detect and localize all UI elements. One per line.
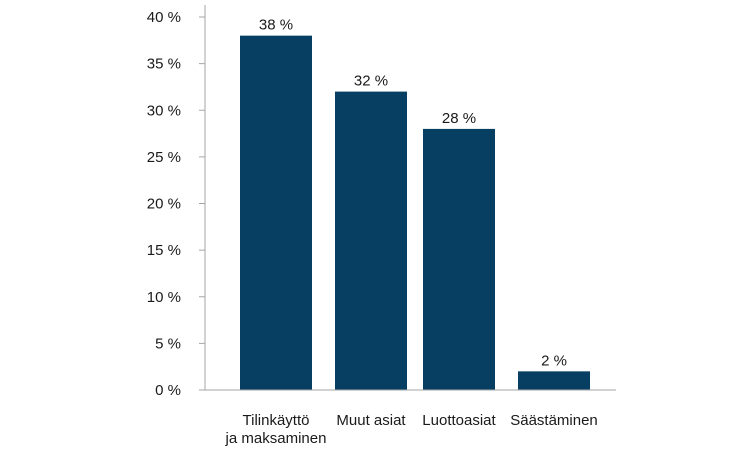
y-tick-label: 20 % xyxy=(147,196,181,213)
bar xyxy=(423,128,495,390)
y-tick-label: 0 % xyxy=(155,382,181,399)
y-tick-label: 35 % xyxy=(147,56,181,73)
data-label: 2 % xyxy=(541,352,567,369)
category-label: Muut asiat xyxy=(336,412,406,429)
y-tick-label: 30 % xyxy=(147,102,181,119)
category-label: Tilinkäyttö xyxy=(243,412,310,429)
y-tick-label: 25 % xyxy=(147,149,181,166)
y-tick-label: 40 % xyxy=(147,9,181,26)
data-label: 32 % xyxy=(354,73,388,90)
category-label: ja maksaminen xyxy=(225,430,327,447)
data-label: 38 % xyxy=(259,17,293,34)
category-label: Säästäminen xyxy=(510,412,598,429)
bar xyxy=(518,371,590,390)
bar xyxy=(335,91,407,390)
data-label: 28 % xyxy=(442,110,476,127)
category-label: Luottoasiat xyxy=(422,412,496,429)
data-labels: 38 % 32 % 28 % 2 % xyxy=(259,17,567,370)
bars xyxy=(240,35,590,391)
y-axis-ticks: 0 % 5 % 10 % 15 % 20 % 25 % 30 % 35 % 40 % xyxy=(147,9,205,399)
y-tick-label: 5 % xyxy=(155,335,181,352)
y-tick-label: 15 % xyxy=(147,242,181,259)
y-tick-label: 10 % xyxy=(147,289,181,306)
axes xyxy=(204,5,616,391)
bar xyxy=(240,35,312,391)
